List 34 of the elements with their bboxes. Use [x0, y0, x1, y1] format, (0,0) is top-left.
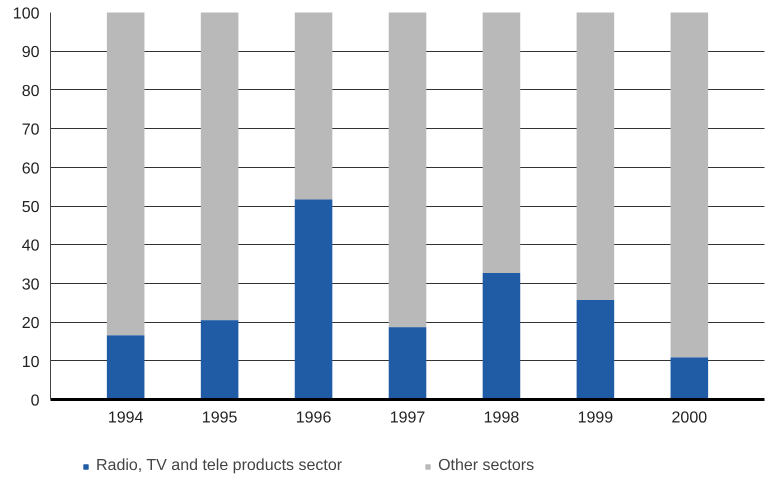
bar [106, 335, 144, 400]
x-tick-label: 1995 [202, 410, 238, 426]
bar [482, 12, 520, 273]
legend-label: Other sectors [438, 457, 534, 475]
bar [106, 12, 144, 336]
bar [294, 199, 332, 400]
y-tick-label: 20 [22, 315, 40, 332]
bar [576, 12, 614, 300]
x-tick-label: 1996 [296, 410, 332, 426]
bar [200, 12, 238, 320]
x-tick-label: 1997 [390, 410, 426, 426]
y-tick-label: 40 [22, 238, 40, 255]
bar [294, 12, 332, 200]
y-tick-label: 80 [22, 82, 40, 100]
x-tick-label: 2000 [672, 410, 708, 426]
bar [200, 320, 238, 400]
y-tick-label: 70 [22, 122, 40, 139]
bar [388, 12, 426, 328]
bar [388, 327, 426, 400]
bar [670, 357, 708, 400]
x-tick-label: 1994 [108, 410, 144, 426]
y-tick-label: 50 [22, 199, 40, 216]
y-tick-label: 10 [22, 354, 40, 371]
legend-label: Radio, TV and tele products sector [96, 457, 342, 475]
x-tick-label: 1999 [578, 410, 614, 426]
y-tick-label: 30 [22, 276, 40, 294]
bar [482, 272, 520, 400]
y-tick-label: 60 [22, 160, 40, 178]
y-tick-label: 100 [12, 6, 40, 22]
bar [670, 12, 708, 358]
x-tick-label: 1998 [484, 410, 520, 426]
y-tick-label: 0 [30, 392, 40, 410]
bar [576, 300, 614, 400]
y-tick-label: 90 [22, 44, 40, 62]
